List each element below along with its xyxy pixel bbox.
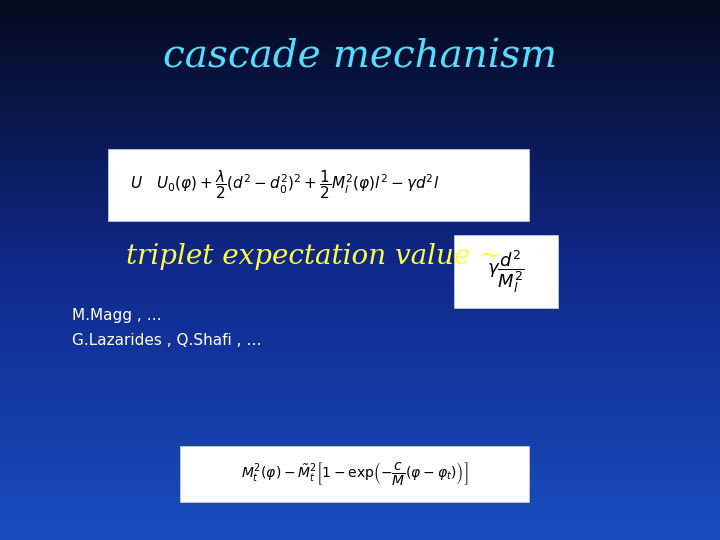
Text: $M_t^2(\varphi) - \tilde{M}_t^2\left[1-\exp\!\left(-\dfrac{c}{M}(\varphi-\varphi: $M_t^2(\varphi) - \tilde{M}_t^2\left[1-\…	[241, 460, 468, 487]
Text: $\gamma\dfrac{d^2}{M_l^2}$: $\gamma\dfrac{d^2}{M_l^2}$	[487, 248, 525, 295]
FancyBboxPatch shape	[454, 235, 558, 308]
Text: cascade mechanism: cascade mechanism	[163, 38, 557, 75]
Text: M.Magg , …: M.Magg , …	[72, 308, 162, 323]
Text: G.Lazarides , Q.Shafi , …: G.Lazarides , Q.Shafi , …	[72, 333, 261, 348]
FancyBboxPatch shape	[180, 446, 529, 502]
Text: triplet expectation value ~: triplet expectation value ~	[126, 243, 503, 270]
Text: $U \quad U_0(\varphi)+\dfrac{\lambda}{2}(d^2-d_0^2)^2+\dfrac{1}{2}M_l^2(\varphi): $U \quad U_0(\varphi)+\dfrac{\lambda}{2}…	[130, 168, 439, 201]
FancyBboxPatch shape	[108, 148, 529, 221]
